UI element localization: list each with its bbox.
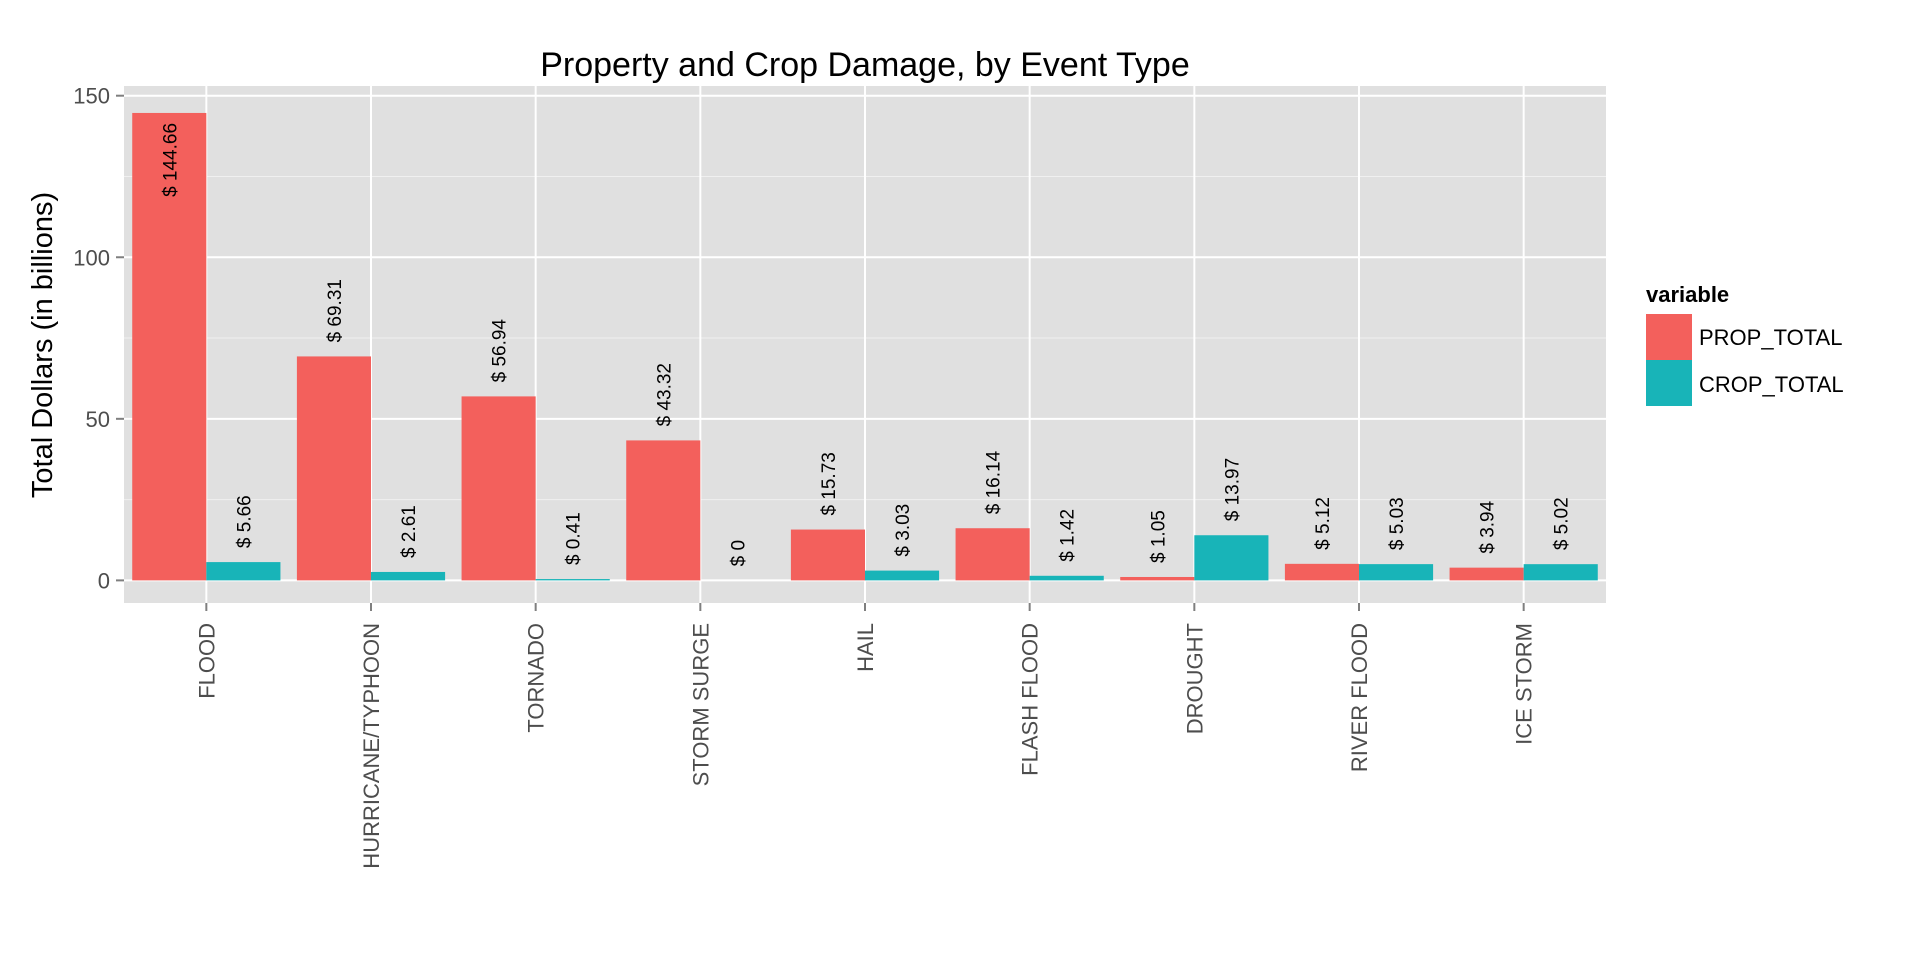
bar-prop-total-drought (1120, 576, 1195, 581)
data-label-prop-total-ice-storm: $ 3.94 (1478, 500, 1499, 553)
bar-crop-total-tornado (535, 579, 610, 581)
x-tick-label-tornado: TORNADO (524, 623, 549, 733)
legend-item-crop-total: CROP_TOTAL (1646, 360, 1844, 406)
legend-title: variable (1646, 282, 1729, 307)
x-tick-label-ice-storm: ICE STORM (1512, 623, 1537, 745)
legend-swatch-crop-total (1646, 360, 1692, 406)
bar-prop-total-flash-flood (955, 528, 1030, 581)
data-label-crop-total-storm-surge: $ 0 (728, 540, 749, 566)
data-label-prop-total-flash-flood: $ 16.14 (984, 450, 1005, 514)
x-axis: FLOOD HURRICANE/TYPHOON TORNADO STORM SURGE… (194, 603, 1537, 869)
data-label-crop-total-tornado: $ 0.41 (564, 512, 585, 565)
data-label-prop-total-hurricane-typhoon: $ 69.31 (325, 279, 346, 342)
data-label-crop-total-ice-storm: $ 5.02 (1552, 497, 1573, 550)
bars (132, 112, 1598, 581)
x-tick-label-flood: FLOOD (194, 623, 219, 699)
legend-swatch-prop-total (1646, 314, 1692, 360)
data-label-crop-total-hurricane-typhoon: $ 2.61 (399, 505, 420, 558)
data-labels: $ 144.66 $ 69.31 $ 56.94 $ 43.32 $ 15.73 $ 16… (160, 123, 1572, 566)
y-tick-label: 0 (98, 568, 110, 593)
data-label-crop-total-flood: $ 5.66 (234, 495, 255, 548)
bar-prop-total-flood (132, 112, 207, 581)
data-label-crop-total-drought: $ 13.97 (1222, 458, 1243, 521)
bar-crop-total-hail (865, 570, 940, 581)
y-axis: 0 50 100 150 (73, 84, 124, 593)
y-tick-label: 150 (73, 84, 110, 109)
data-label-prop-total-flood: $ 144.66 (160, 123, 181, 197)
legend-label-prop-total: PROP_TOTAL (1699, 325, 1842, 350)
data-label-crop-total-flash-flood: $ 1.42 (1058, 509, 1079, 562)
bar-prop-total-storm-surge (626, 440, 701, 581)
x-tick-label-drought: DROUGHT (1182, 623, 1207, 734)
data-label-prop-total-storm-surge: $ 43.32 (654, 363, 675, 426)
legend-label-crop-total: CROP_TOTAL (1699, 372, 1844, 397)
data-label-prop-total-tornado: $ 56.94 (490, 319, 511, 383)
bar-crop-total-river-flood (1359, 564, 1434, 581)
data-label-prop-total-river-flood: $ 5.12 (1313, 497, 1334, 550)
x-tick-label-river-flood: RIVER FLOOD (1347, 623, 1372, 772)
y-axis-label: Total Dollars (in billions) (27, 192, 59, 498)
chart-title: Property and Crop Damage, by Event Type (540, 46, 1190, 84)
legend: variable PROP_TOTAL CROP_TOTAL (1646, 282, 1844, 406)
legend-item-prop-total: PROP_TOTAL (1646, 314, 1842, 360)
bar-prop-total-tornado (461, 396, 536, 581)
data-label-prop-total-drought: $ 1.05 (1148, 510, 1169, 563)
x-tick-label-hail: HAIL (853, 623, 878, 672)
bar-crop-total-flood (206, 562, 281, 581)
bar-crop-total-flash-flood (1029, 575, 1104, 581)
data-label-crop-total-river-flood: $ 5.03 (1387, 497, 1408, 550)
bar-crop-total-ice-storm (1523, 564, 1598, 581)
x-tick-label-flash-flood: FLASH FLOOD (1018, 623, 1043, 776)
bar-prop-total-hail (790, 529, 865, 581)
bar-crop-total-hurricane-typhoon (371, 571, 446, 581)
x-tick-label-storm-surge: STORM SURGE (688, 623, 713, 786)
bar-prop-total-hurricane-typhoon (296, 356, 371, 581)
bar-prop-total-river-flood (1284, 563, 1359, 581)
bar-crop-total-drought (1194, 535, 1269, 581)
x-tick-label-hurricane-typhoon: HURRICANE/TYPHOON (359, 623, 384, 869)
y-tick-label: 50 (86, 407, 110, 432)
data-label-prop-total-hail: $ 15.73 (819, 452, 840, 515)
data-label-crop-total-hail: $ 3.03 (893, 504, 914, 557)
y-tick-label: 100 (73, 245, 110, 270)
bar-prop-total-ice-storm (1449, 567, 1524, 581)
